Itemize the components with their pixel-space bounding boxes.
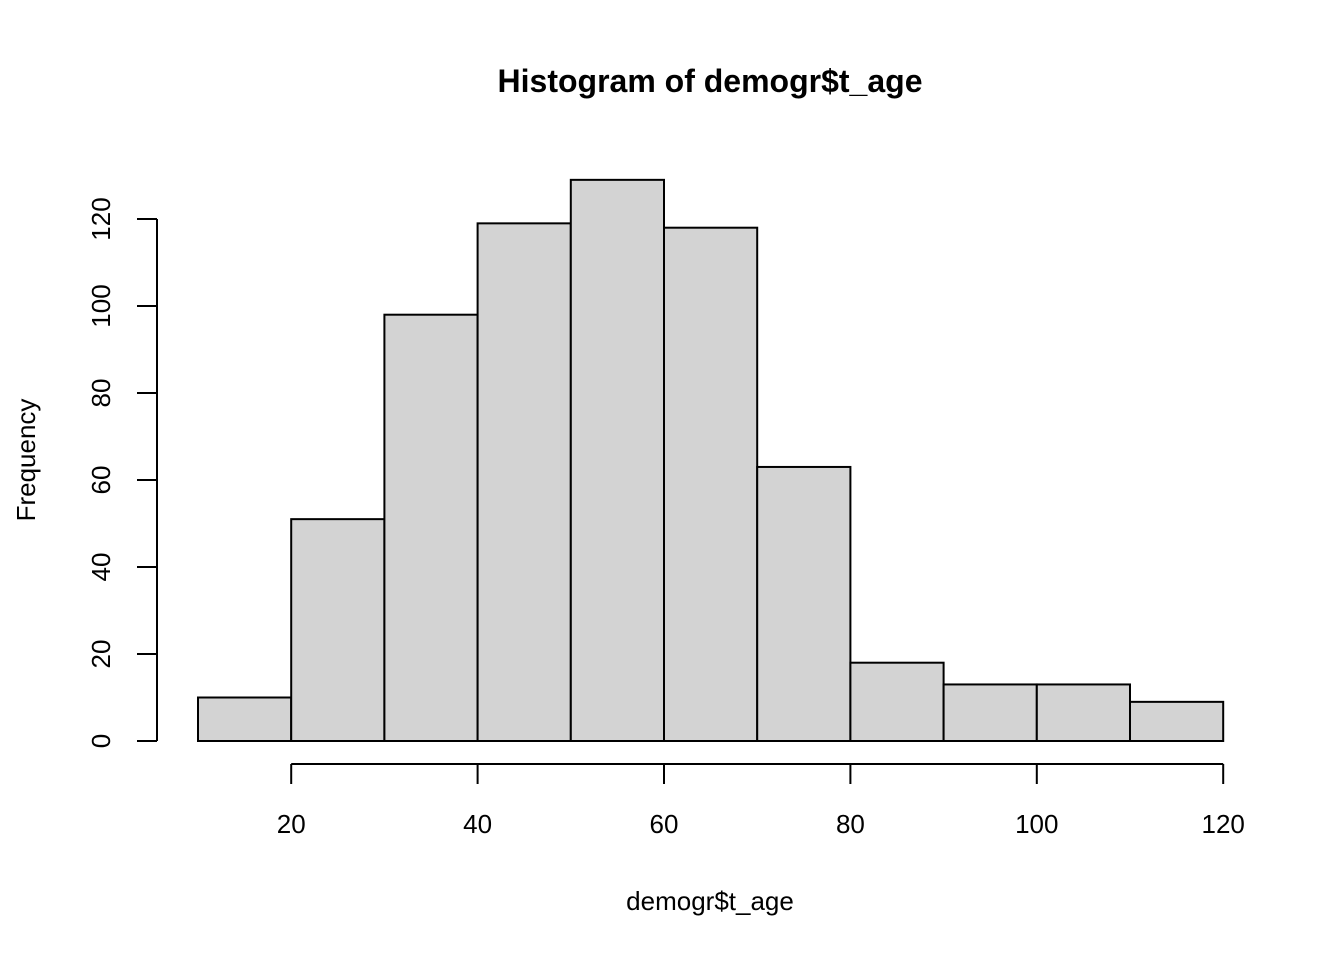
x-tick-label-60: 60 [650, 809, 679, 839]
x-tick-label-100: 100 [1015, 809, 1058, 839]
x-tick-label-120: 120 [1202, 809, 1245, 839]
bar-50-60 [569, 178, 665, 743]
chart-title: Histogram of demogr$t_age [498, 63, 923, 99]
x-axis-label: demogr$t_age [626, 886, 794, 916]
bar-80-90 [849, 661, 945, 743]
y-tick-label-0: 0 [86, 734, 116, 748]
y-tick-label-20: 20 [86, 640, 116, 669]
bar-40-50 [476, 222, 572, 743]
y-tick-label-40: 40 [86, 553, 116, 582]
bar-100-110 [1035, 683, 1132, 743]
bar-70-80 [756, 465, 852, 742]
y-tick-label-80: 80 [86, 379, 116, 408]
bar-110-120 [1129, 700, 1225, 742]
bar-30-40 [383, 313, 479, 742]
x-axis: 20 40 60 80 100 120 [277, 763, 1245, 839]
x-tick-label-80: 80 [836, 809, 865, 839]
y-tick-label-100: 100 [86, 284, 116, 327]
y-tick-label-120: 120 [86, 197, 116, 240]
bar-90-100 [942, 683, 1038, 743]
bar-20-30 [290, 518, 386, 743]
bar-60-70 [663, 226, 759, 742]
y-axis: 0 20 40 60 80 100 120 [86, 197, 158, 748]
x-tick-label-20: 20 [277, 809, 306, 839]
bars-group [197, 178, 1225, 743]
bar-10-20 [197, 696, 293, 742]
y-axis-label: Frequency [11, 399, 41, 522]
y-tick-label-60: 60 [86, 466, 116, 495]
x-tick-label-40: 40 [463, 809, 492, 839]
